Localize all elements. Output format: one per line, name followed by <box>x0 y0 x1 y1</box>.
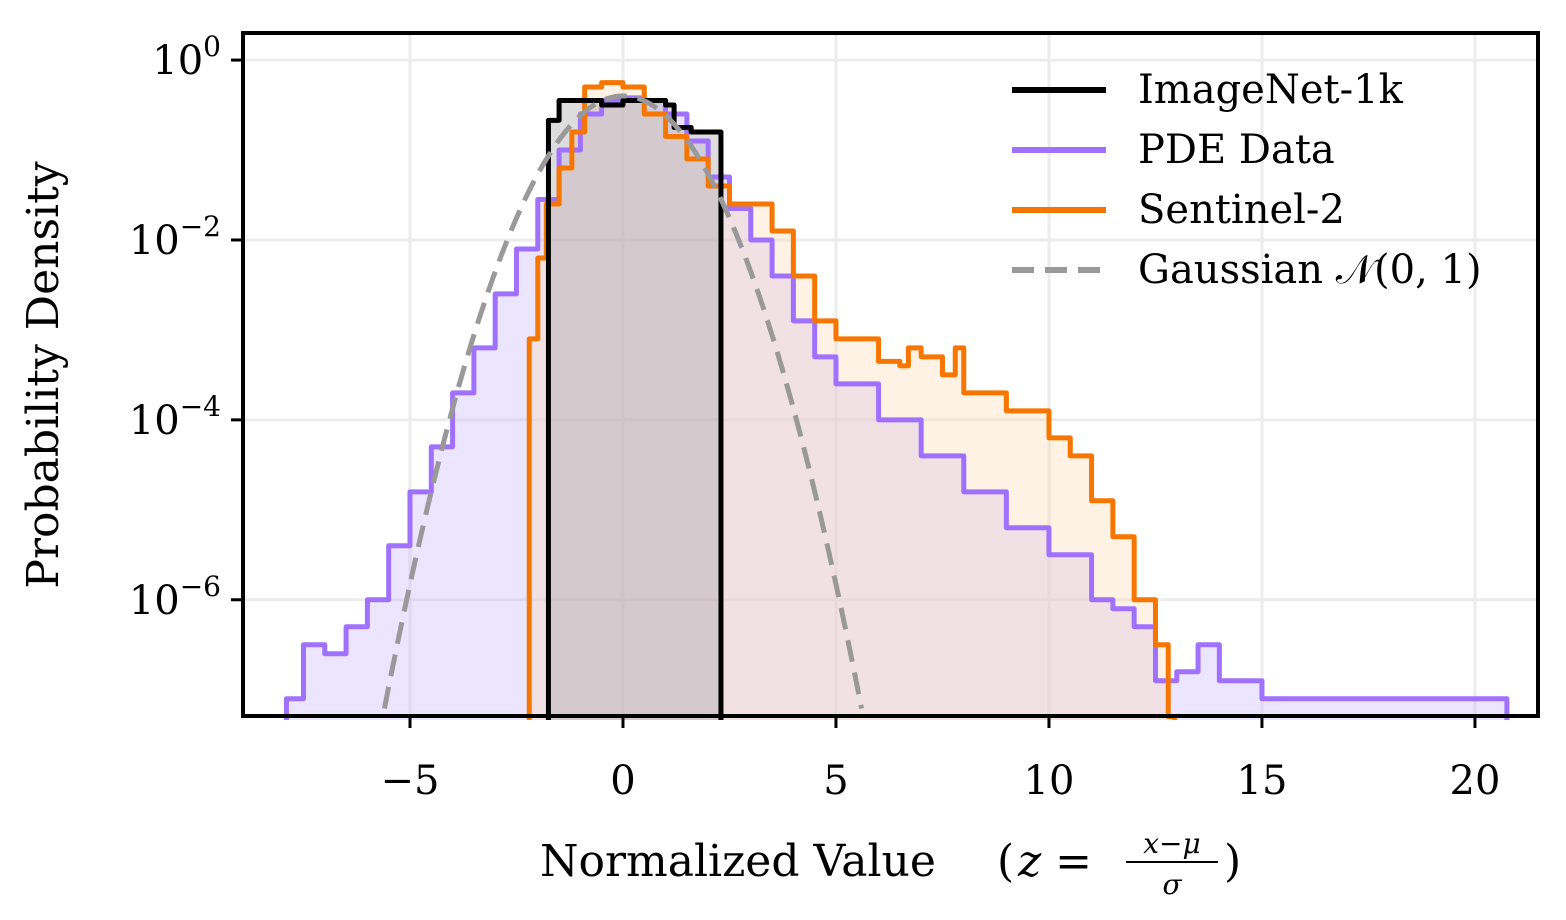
line-gaussian <box>381 93 864 709</box>
line-sentinel-2 <box>526 80 1178 720</box>
x-tick-label: 0 <box>610 758 635 804</box>
x-axis-label-paren-close: ) <box>1224 836 1241 887</box>
y-axis-label: Probability Density <box>18 161 69 588</box>
legend: ImageNet-1k PDE Data Sentinel-2 Gaussian 𝒩(… <box>1012 67 1482 293</box>
x-axis-formula-denominator: σ <box>1162 868 1182 901</box>
y-tick-label: 10−4 <box>129 390 221 444</box>
legend-label: Gaussian 𝒩(0, 1) <box>1138 247 1482 293</box>
y-tick-label: 10−2 <box>129 210 221 264</box>
series-fills <box>286 82 1507 721</box>
x-axis-formula-numerator: x−μ <box>1143 827 1200 860</box>
x-tick-label: 15 <box>1237 758 1288 804</box>
fill-imagenet-1k <box>548 100 721 721</box>
x-axis-label-text: Normalized Value <box>540 836 936 887</box>
legend-label: PDE Data <box>1138 127 1335 173</box>
fill-sentinel-2 <box>529 82 1175 720</box>
x-tick-label: −5 <box>381 758 440 804</box>
y-tick-label: 10−6 <box>129 570 221 624</box>
y-ticks: 100 10−2 10−4 10−6 <box>129 30 243 624</box>
x-ticks: −5 0 5 10 15 20 <box>381 716 1501 804</box>
x-axis-label-paren-open: ( <box>997 836 1014 887</box>
x-tick-label: 10 <box>1024 758 1075 804</box>
series-lines <box>283 80 1510 720</box>
x-tick-label: 20 <box>1450 758 1501 804</box>
x-tick-label: 5 <box>823 758 848 804</box>
x-axis-formula-lhs: z = <box>1017 836 1092 887</box>
x-axis-label: Normalized Value ( z = x−μ σ ) <box>540 827 1241 901</box>
y-tick-label: 100 <box>152 30 221 84</box>
fill-pde-data <box>286 97 1507 720</box>
legend-label: Sentinel-2 <box>1138 187 1345 233</box>
legend-label: ImageNet-1k <box>1138 67 1404 113</box>
plot-frame <box>241 31 1540 718</box>
